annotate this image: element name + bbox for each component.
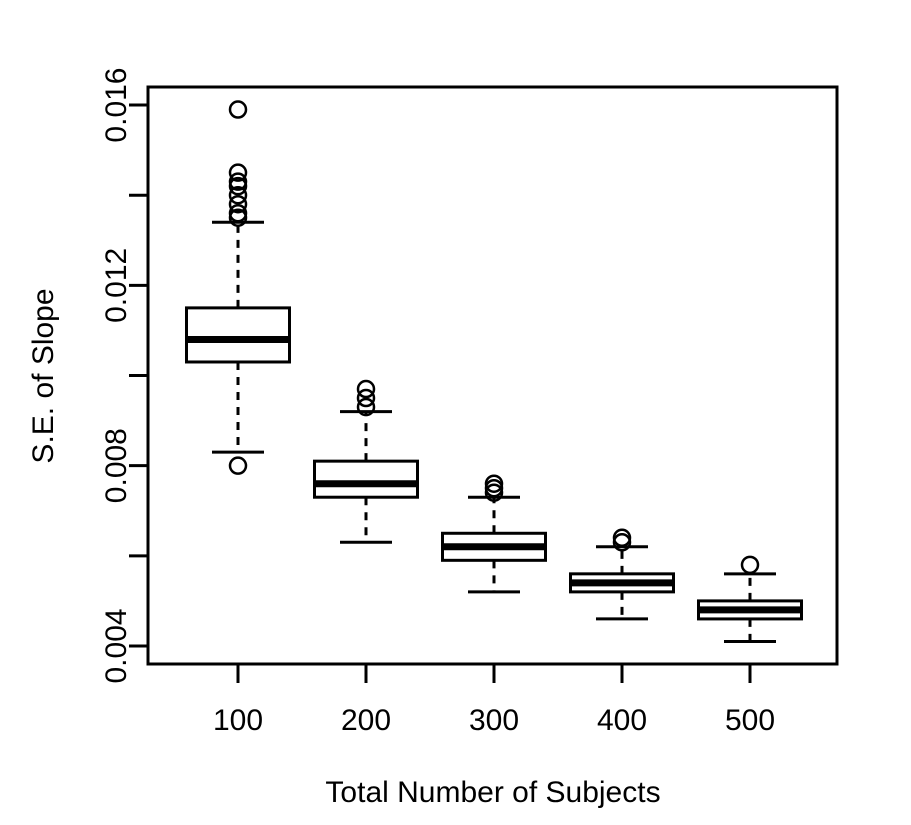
outlier-point: [356, 388, 376, 408]
outlier-point: [228, 163, 248, 182]
y-axis-tick-label: 0.012: [100, 248, 133, 323]
y-axis-tick-label: 0.016: [100, 67, 133, 142]
x-axis-tick-label: 200: [341, 704, 391, 737]
x-axis-title: Total Number of Subjects: [325, 776, 661, 809]
y-axis-tick-label: 0.004: [100, 608, 133, 683]
outlier-point: [228, 194, 248, 214]
outlier-point: [228, 100, 248, 119]
outlier-point: [228, 203, 248, 223]
x-axis-tick-label: 300: [469, 704, 519, 737]
iqr-box: [313, 459, 419, 499]
outlier-point: [612, 528, 632, 548]
x-axis-tick-label: 400: [597, 704, 647, 737]
outlier-point: [228, 185, 248, 205]
outlier-point: [484, 474, 504, 493]
outlier-point: [356, 379, 376, 399]
x-axis-tick-label: 100: [213, 704, 263, 737]
y-axis-title: S.E. of Slope: [27, 288, 60, 464]
iqr-box: [185, 306, 291, 364]
x-axis-tick-label: 500: [725, 704, 775, 737]
outlier-point: [356, 397, 376, 417]
y-axis-tick-label: 0.008: [100, 428, 133, 503]
outlier-point: [228, 456, 248, 475]
outlier-point: [228, 172, 248, 191]
outlier-point: [740, 555, 760, 575]
